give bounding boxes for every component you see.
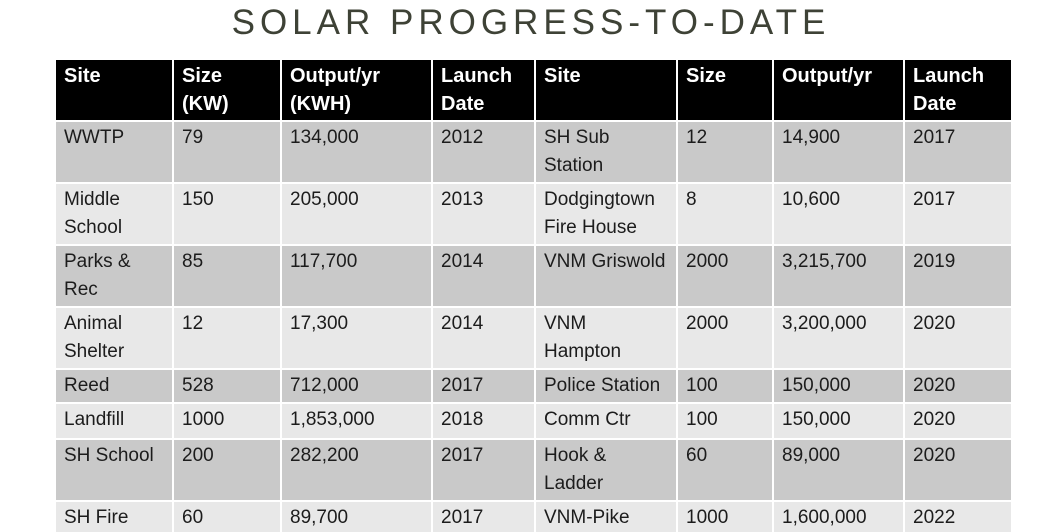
table-row: Reed 528 712,000 2017 Police Station 100… — [54, 368, 1013, 404]
cell-output: 3,200,000 — [772, 306, 905, 370]
cell-output: 150,000 — [772, 402, 905, 440]
col-header-launch-date-left: Launch Date — [431, 58, 536, 122]
cell-output: 117,700 — [280, 244, 433, 308]
table-row: SH Fire House 60 89,700 2017 VNM-Pike Ha… — [54, 500, 1013, 532]
cell-site: Police Station — [534, 368, 678, 404]
cell-size: 528 — [172, 368, 282, 404]
cell-launch: 2020 — [903, 368, 1013, 404]
cell-site: WWTP — [54, 120, 174, 184]
cell-output: 1,853,000 — [280, 402, 433, 440]
cell-launch: 2020 — [903, 402, 1013, 440]
cell-site: Parks & Rec — [54, 244, 174, 308]
cell-launch: 2014 — [431, 244, 536, 308]
cell-output: 3,215,700 — [772, 244, 905, 308]
cell-site: Animal Shelter — [54, 306, 174, 370]
cell-size: 12 — [676, 120, 774, 184]
cell-launch: 2019 — [903, 244, 1013, 308]
cell-site: SH Fire House — [54, 500, 174, 532]
cell-size: 8 — [676, 182, 774, 246]
cell-output: 17,300 — [280, 306, 433, 370]
cell-output: 205,000 — [280, 182, 433, 246]
cell-launch: 2020 — [903, 306, 1013, 370]
cell-site: SH School — [54, 438, 174, 502]
cell-launch: 2017 — [431, 500, 536, 532]
col-header-site-left: Site — [54, 58, 174, 122]
cell-size: 60 — [676, 438, 774, 502]
cell-site: Dodgingtown Fire House — [534, 182, 678, 246]
cell-launch: 2020 — [903, 438, 1013, 502]
cell-size: 2000 — [676, 306, 774, 370]
col-header-site-right: Site — [534, 58, 678, 122]
cell-output: 150,000 — [772, 368, 905, 404]
cell-site: VNM Griswold — [534, 244, 678, 308]
cell-site: Hook & Ladder — [534, 438, 678, 502]
cell-size: 1000 — [172, 402, 282, 440]
col-header-output-kwh: Output/yr (KWH) — [280, 58, 433, 122]
slide: SOLAR PROGRESS-TO-DATE Site Size (KW) Ou… — [0, 3, 1062, 532]
table-row: WWTP 79 134,000 2012 SH Sub Station 12 1… — [54, 120, 1013, 184]
table-row: Landfill 1000 1,853,000 2018 Comm Ctr 10… — [54, 402, 1013, 440]
col-header-launch-date-right: Launch Date — [903, 58, 1013, 122]
cell-size: 100 — [676, 402, 774, 440]
table-row: Parks & Rec 85 117,700 2014 VNM Griswold… — [54, 244, 1013, 308]
cell-output: 89,000 — [772, 438, 905, 502]
cell-launch: 2017 — [903, 182, 1013, 246]
col-header-output-right: Output/yr — [772, 58, 905, 122]
cell-launch: 2013 — [431, 182, 536, 246]
cell-output: 89,700 — [280, 500, 433, 532]
table-row: Middle School 150 205,000 2013 Dodgingto… — [54, 182, 1013, 246]
cell-launch: 2017 — [431, 368, 536, 404]
cell-site: Landfill — [54, 402, 174, 440]
cell-size: 79 — [172, 120, 282, 184]
cell-size: 60 — [172, 500, 282, 532]
table-row: SH School 200 282,200 2017 Hook & Ladder… — [54, 438, 1013, 502]
cell-output: 712,000 — [280, 368, 433, 404]
col-header-size-right: Size — [676, 58, 774, 122]
cell-launch: 2022 — [903, 500, 1013, 532]
cell-launch: 2012 — [431, 120, 536, 184]
cell-output: 134,000 — [280, 120, 433, 184]
cell-launch: 2017 — [903, 120, 1013, 184]
cell-size: 1000 — [676, 500, 774, 532]
cell-launch: 2014 — [431, 306, 536, 370]
cell-size: 12 — [172, 306, 282, 370]
cell-site: SH Sub Station — [534, 120, 678, 184]
cell-output: 1,600,000 — [772, 500, 905, 532]
page-title: SOLAR PROGRESS-TO-DATE — [231, 3, 831, 42]
cell-size: 100 — [676, 368, 774, 404]
cell-site: Reed — [54, 368, 174, 404]
cell-site: VNM Hampton — [534, 306, 678, 370]
cell-site: VNM-Pike Hampton — [534, 500, 678, 532]
cell-output: 14,900 — [772, 120, 905, 184]
table-row: Animal Shelter 12 17,300 2014 VNM Hampto… — [54, 306, 1013, 370]
cell-output: 282,200 — [280, 438, 433, 502]
cell-size: 150 — [172, 182, 282, 246]
cell-site: Comm Ctr — [534, 402, 678, 440]
table-header-row: Site Size (KW) Output/yr (KWH) Launch Da… — [54, 58, 1013, 122]
cell-size: 85 — [172, 244, 282, 308]
cell-site: Middle School — [54, 182, 174, 246]
col-header-size-kw: Size (KW) — [172, 58, 282, 122]
cell-launch: 2018 — [431, 402, 536, 440]
cell-output: 10,600 — [772, 182, 905, 246]
cell-size: 2000 — [676, 244, 774, 308]
cell-size: 200 — [172, 438, 282, 502]
solar-progress-table: Site Size (KW) Output/yr (KWH) Launch Da… — [54, 58, 1013, 532]
cell-launch: 2017 — [431, 438, 536, 502]
